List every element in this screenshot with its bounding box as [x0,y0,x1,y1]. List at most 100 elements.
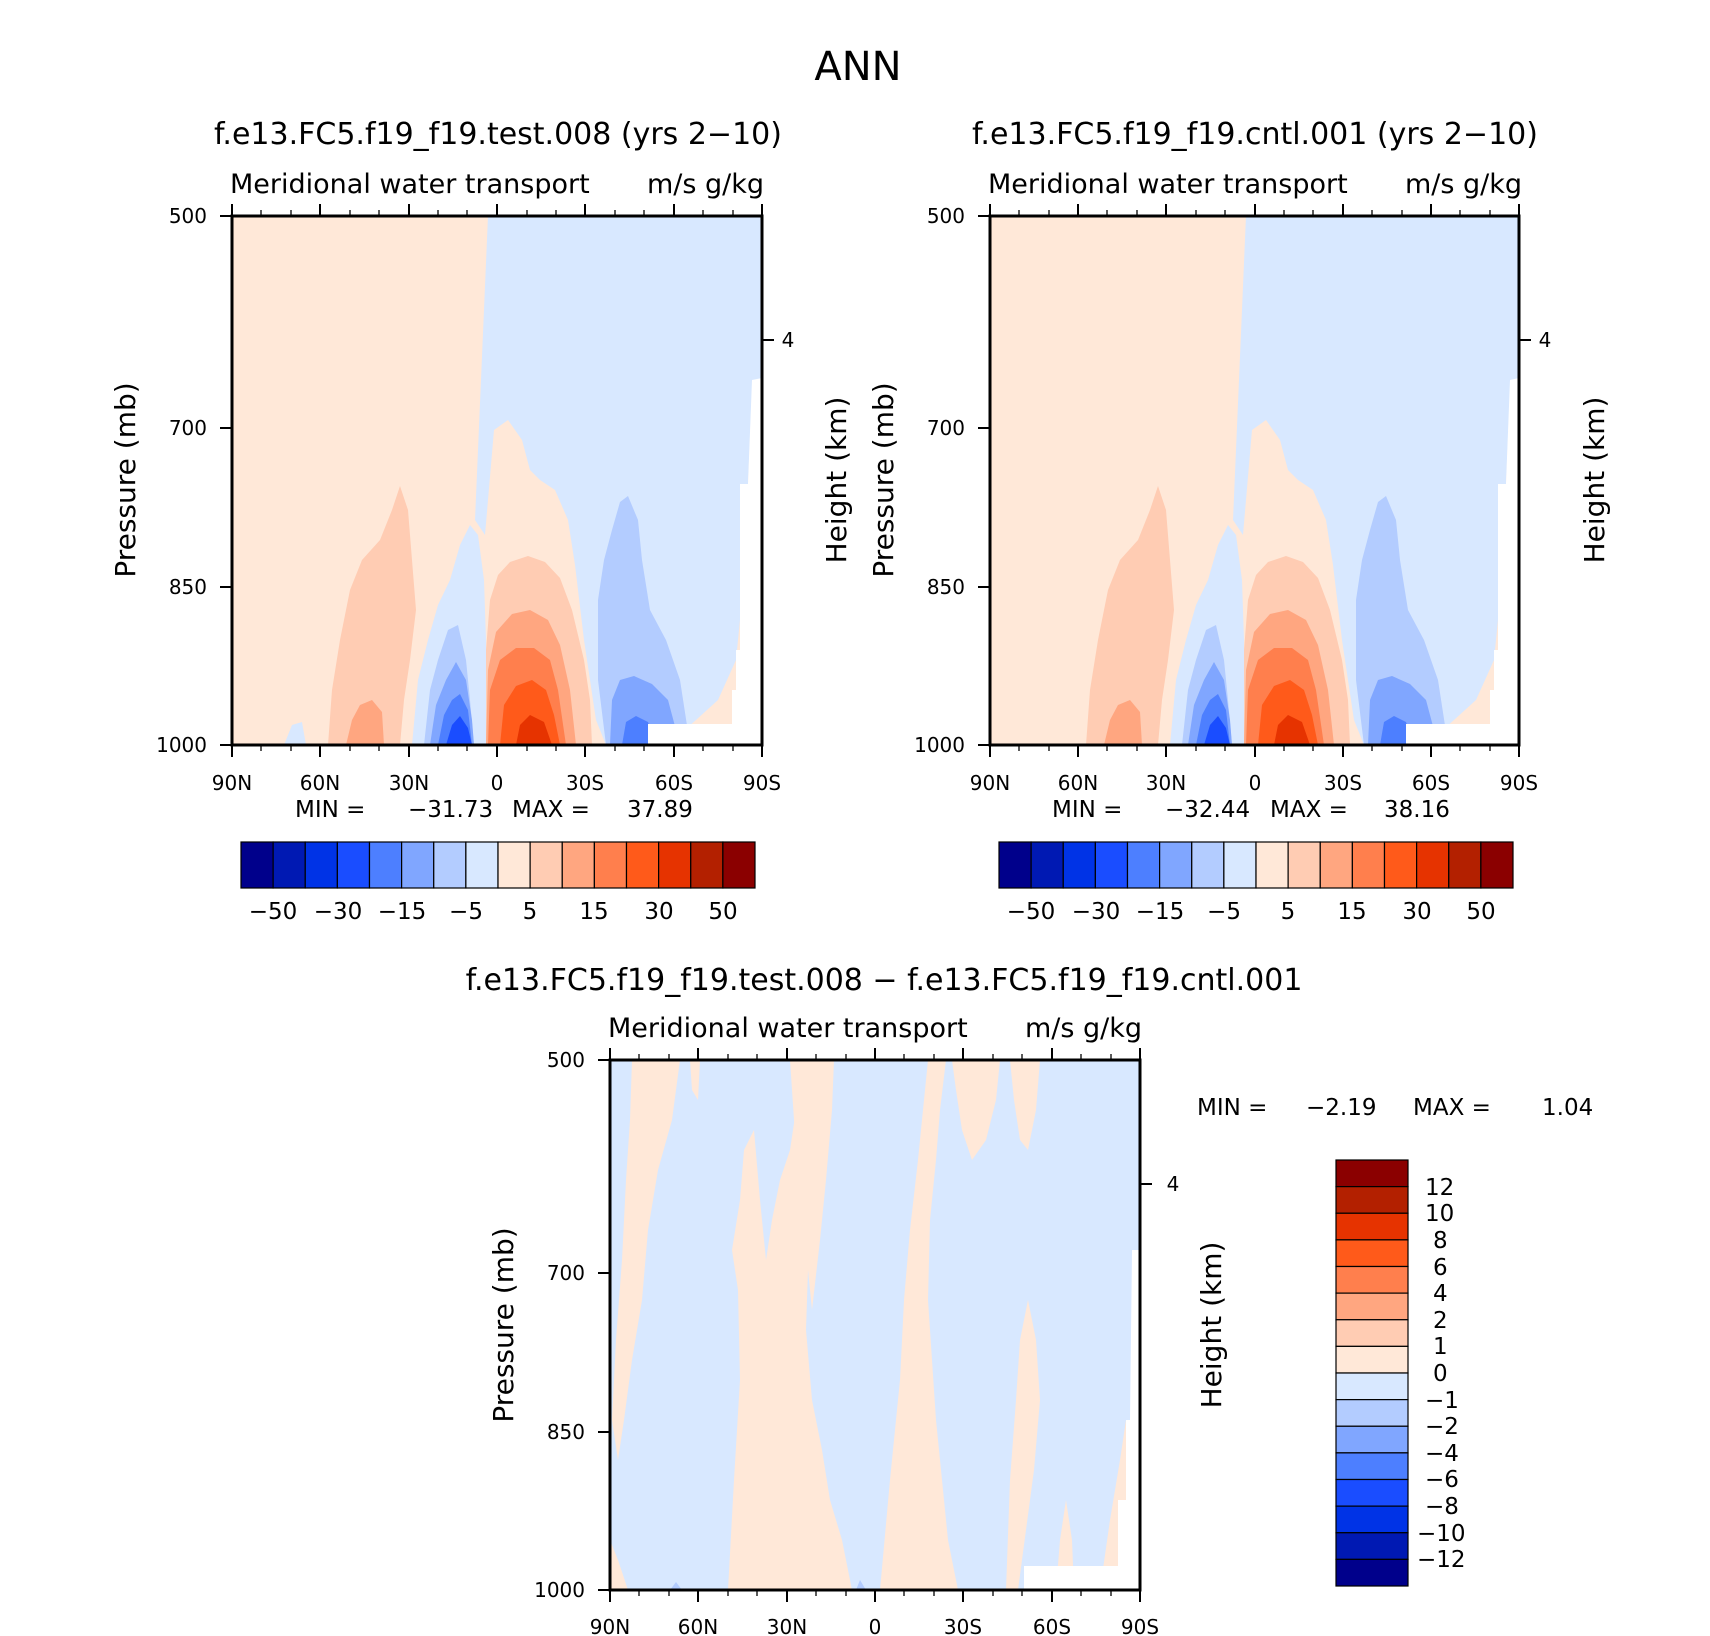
fill-pos-2-north [1104,700,1142,745]
panel-diff-subtitle-left: Meridional water transport [608,1013,968,1044]
colorbar-swatch [433,841,467,889]
colorbar-swatch [1030,841,1064,889]
nodata-mask [1024,1250,1140,1590]
panel-cntl-subtitle-left: Meridional water transport [988,169,1348,200]
colorbar-swatch [1448,841,1482,889]
colorbar-swatch [1126,841,1161,889]
panel-cntl-colorbar [998,841,1514,889]
max-label: MAX = [1413,1095,1491,1121]
colorbar-label: −15 [378,899,427,925]
colorbar-label: −4 [1425,1441,1459,1467]
fill-pos-band-3 [690,1060,700,1100]
min-label: MIN = [295,797,365,823]
max-value: 37.89 [627,797,693,823]
panel-cntl-right-tick-label: 4 [1539,328,1552,352]
colorbar-swatch [497,841,531,889]
xtick-label: 60N [1058,771,1098,795]
colorbar-swatch [465,841,499,889]
colorbar-swatch [1335,1558,1409,1587]
colorbar-label: −6 [1425,1467,1459,1493]
xtick-label: 0 [869,1615,882,1636]
colorbar-swatch [1335,1212,1409,1241]
colorbar-label: 6 [1433,1255,1448,1281]
xtick-label: 60N [300,771,340,795]
colorbar-label: −50 [249,899,298,925]
colorbar-swatch [1335,1532,1409,1560]
fill-pos-1-north [1086,486,1174,745]
colorbar-swatch [998,841,1032,889]
fill-neg-1-south [1233,216,1519,745]
xtick-label: 30N [389,771,429,795]
max-label: MAX = [1270,797,1348,823]
fill-pos-band-9 [1006,1300,1040,1590]
colorbar-swatch [1255,841,1289,889]
xtick-label: 90N [970,771,1010,795]
colorbar-label: −30 [314,899,363,925]
panel-cntl-stats: MIN = −32.44 MAX = 38.16 [1052,797,1450,823]
colorbar-label: 0 [1433,1361,1448,1387]
min-value: −32.44 [1165,797,1250,823]
colorbar-swatch [1335,1292,1409,1321]
panel-cntl-ylabel-right: Height (km) [1578,397,1611,564]
colorbar-swatch [529,841,563,889]
panel-diff-ylabel-right: Height (km) [1195,1242,1228,1409]
ytick-label: 500 [547,1048,585,1072]
colorbar-swatch [593,841,628,889]
figure-title: ANN [814,44,901,90]
fill-pos-band-7 [952,1060,1000,1160]
colorbar-swatch [690,841,724,889]
colorbar-swatch [272,841,306,889]
colorbar-label: 4 [1433,1281,1448,1307]
xtick-label: 60S [1033,1615,1071,1636]
panel-test-ylabel-right: Height (km) [820,397,853,564]
panel-diff-subtitle-right: m/s g/kg [1025,1013,1142,1044]
colorbar-swatch [1351,841,1386,889]
colorbar-label: 2 [1433,1308,1448,1334]
colorbar-swatch [1335,1345,1409,1374]
ytick-label: 500 [927,204,965,228]
panel-test-ticks [220,204,774,757]
panel-diff-ytick-labels: 500 700 850 1000 [534,1048,585,1602]
colorbar-label: 12 [1425,1175,1454,1201]
xtick-label: 30S [944,1615,982,1636]
nodata-mask [1406,378,1519,745]
xtick-label: 90S [1500,771,1538,795]
ytick-label: 1000 [534,1578,585,1602]
max-label: MAX = [512,797,590,823]
panel-diff-contour-field [610,1060,1140,1590]
fill-pos-band-6 [880,1060,958,1590]
fill-pos-band-2 [610,1540,628,1590]
colorbar-swatch [1062,841,1096,889]
colorbar-swatch [304,841,338,889]
xtick-label: 60S [655,771,693,795]
min-label: MIN = [1052,797,1122,823]
panel-test-minor-ticks [260,210,734,751]
ytick-label: 700 [927,416,965,440]
fill-neg-4-south [1380,716,1414,745]
panel-cntl-xtick-labels: 90N 60N 30N 0 30S 60S 90S [970,771,1538,795]
ytick-label: 1000 [914,733,965,757]
panel-test-colorbar [240,841,756,889]
colorbar-swatch [722,841,756,889]
colorbar-label: 1 [1433,1334,1448,1360]
ytick-label: 700 [547,1261,585,1285]
panel-cntl-minor-ticks [1018,210,1491,751]
fill-pos-band-5 [790,1060,834,1310]
panel-diff-frame [598,1048,1152,1602]
ytick-label: 700 [169,416,207,440]
colorbar-swatch [1335,1265,1409,1294]
panel-cntl-contour-field [990,216,1519,745]
colorbar-label: −30 [1072,899,1121,925]
panel-diff-colorbar-labels: 12 10 8 6 4 2 1 0 −1 −2 −4 −6 −8 −10 −12 [1417,1175,1466,1573]
xtick-label: 90S [1121,1615,1159,1636]
colorbar-label: 15 [1337,899,1366,925]
panel-cntl-colorbar-labels: −50 −30 −15 −5 5 15 30 50 [1007,899,1496,925]
xtick-label: 30N [767,1615,807,1636]
panel-test-right-tick-label: 4 [782,328,795,352]
colorbar-swatch [1287,841,1321,889]
colorbar-swatch [1335,1399,1409,1427]
panel-cntl-ticks [978,204,1531,757]
colorbar-swatch [368,841,403,889]
fill-pos-band-1 [612,1060,680,1460]
xtick-label: 30S [1324,771,1362,795]
